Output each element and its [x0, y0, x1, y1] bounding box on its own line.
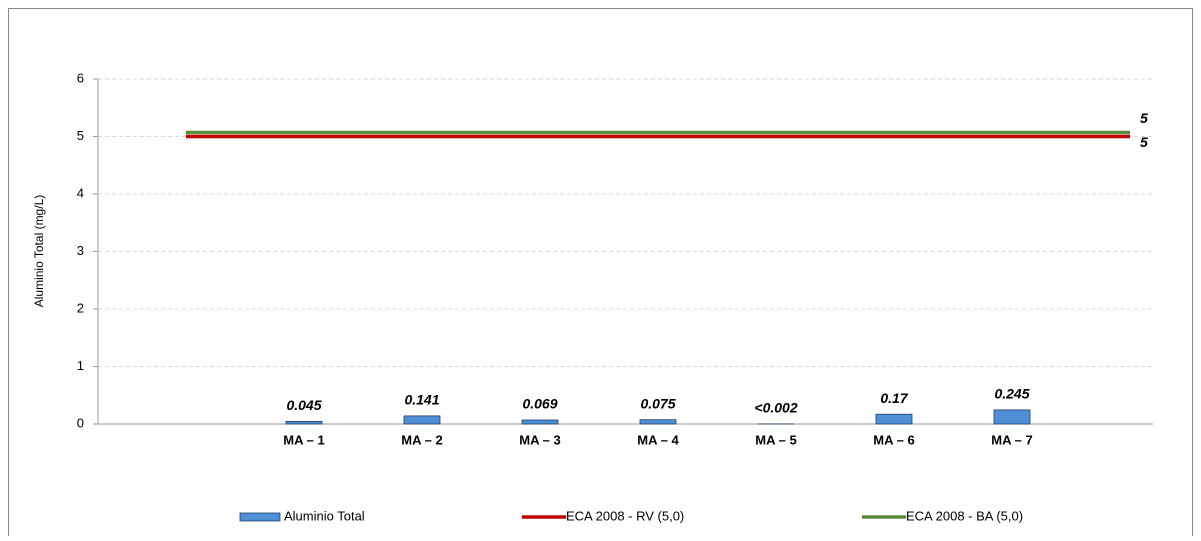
bar [640, 420, 676, 424]
x-tick-label: MA – 1 [283, 432, 324, 447]
bar [522, 420, 558, 424]
x-tick-label: MA – 2 [401, 432, 442, 447]
legend-swatch [240, 513, 280, 521]
data-label: 0.245 [994, 386, 1029, 402]
y-tick-label: 6 [77, 70, 84, 85]
data-label: <0.002 [754, 400, 797, 416]
x-tick-label: MA – 4 [637, 432, 679, 447]
legend-label: ECA 2008 - BA (5,0) [906, 508, 1023, 523]
bar [286, 421, 322, 424]
line-end-label: 5 [1140, 110, 1148, 126]
chart-border [9, 9, 1193, 537]
x-tick-label: MA – 3 [519, 432, 560, 447]
y-tick-label: 5 [77, 128, 84, 143]
y-axis-title: Aluminio Total (mg/L) [32, 195, 46, 308]
y-tick-label: 0 [77, 415, 84, 430]
legend-label: Aluminio Total [284, 508, 365, 523]
y-tick-label: 4 [77, 185, 84, 200]
bar [876, 414, 912, 424]
bar [994, 410, 1030, 424]
bar [404, 416, 440, 424]
data-label: 0.141 [404, 392, 439, 408]
y-tick-label: 1 [77, 358, 84, 373]
data-label: 0.069 [522, 396, 557, 412]
x-tick-label: MA – 7 [991, 432, 1032, 447]
legend-label: ECA 2008 - RV (5,0) [566, 508, 684, 523]
data-label: 0.045 [286, 397, 321, 413]
y-tick-label: 3 [77, 243, 84, 258]
x-tick-label: MA – 5 [755, 432, 796, 447]
y-tick-label: 2 [77, 300, 84, 315]
line-end-label: 5 [1140, 134, 1148, 150]
data-label: 0.17 [880, 390, 908, 406]
x-tick-label: MA – 6 [873, 432, 914, 447]
data-label: 0.075 [640, 395, 675, 411]
